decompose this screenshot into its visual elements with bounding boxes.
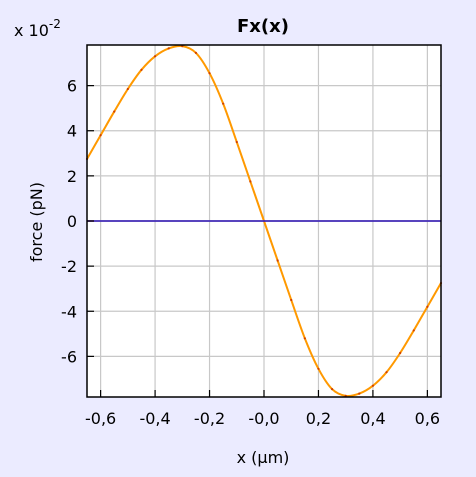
y-tick-label: 0 bbox=[67, 212, 77, 231]
series-1-point bbox=[385, 371, 388, 374]
series-1-point bbox=[290, 298, 293, 302]
series-1-point bbox=[99, 134, 102, 137]
series-layer bbox=[85, 44, 443, 398]
series-1-point bbox=[140, 68, 143, 71]
x-tick-label: -0,4 bbox=[139, 409, 170, 428]
series-1-point bbox=[303, 337, 306, 340]
x-tick-label: -0,6 bbox=[85, 409, 116, 428]
x-tick-label: -0,2 bbox=[194, 409, 225, 428]
series-1-point bbox=[399, 351, 402, 355]
series-1-point bbox=[153, 55, 157, 58]
series-1-point bbox=[358, 392, 361, 395]
x-tick-label: 0,4 bbox=[360, 409, 385, 428]
series-1-point bbox=[426, 305, 429, 308]
y-tick-label: 6 bbox=[67, 77, 77, 96]
series-1-point bbox=[371, 384, 375, 387]
x-tick-label: 0,6 bbox=[415, 409, 440, 428]
y-tick-label: 2 bbox=[67, 167, 77, 186]
y-multiplier-base: x 10 bbox=[14, 21, 49, 40]
series-1-point bbox=[167, 47, 170, 50]
y-tick-label: -2 bbox=[61, 257, 77, 276]
y-multiplier-exponent: -2 bbox=[49, 17, 61, 31]
series-1-point bbox=[412, 329, 415, 332]
series-1-point bbox=[126, 87, 129, 91]
y-multiplier-label: x 10-2 bbox=[14, 17, 61, 40]
y-tick-label: 4 bbox=[67, 122, 77, 141]
series-1-point bbox=[330, 388, 334, 391]
series-1-point bbox=[235, 140, 238, 144]
series-1-point bbox=[249, 180, 252, 183]
series-1-point bbox=[208, 72, 211, 75]
chart-title: Fx(x) bbox=[237, 16, 289, 37]
x-tick-label: 0,2 bbox=[306, 409, 331, 428]
series-1-point bbox=[276, 259, 279, 262]
x-tick-label: -0,0 bbox=[248, 409, 279, 428]
series-1-point bbox=[317, 367, 320, 370]
x-axis-ticks: -0,6 -0,4 -0,2 -0,0 0,2 0,4 0,6 bbox=[85, 390, 440, 428]
y-axis-ticks: 6 4 2 0 -2 -4 -6 bbox=[61, 77, 94, 366]
series-1-point bbox=[222, 102, 225, 105]
series-1-point bbox=[113, 110, 116, 113]
series-1-point bbox=[194, 51, 198, 54]
x-axis-label: x (µm) bbox=[237, 448, 290, 467]
y-tick-label: -6 bbox=[61, 347, 77, 366]
y-axis-label: force (pN) bbox=[27, 182, 46, 262]
y-tick-label: -4 bbox=[61, 302, 77, 321]
